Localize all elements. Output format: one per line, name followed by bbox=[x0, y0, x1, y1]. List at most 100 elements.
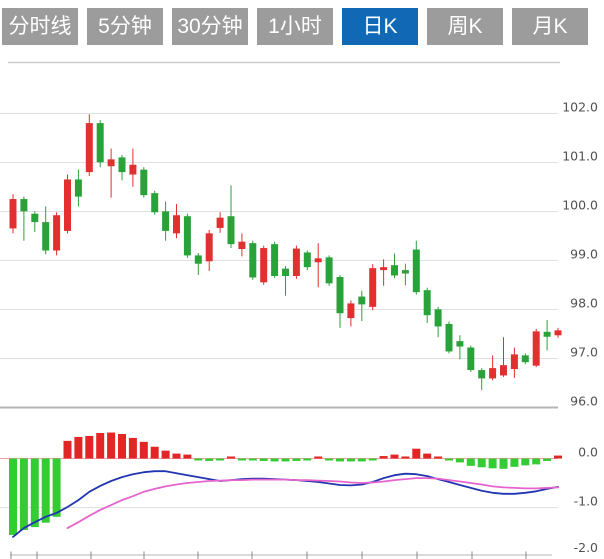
macd-bar-up bbox=[390, 454, 399, 459]
candle-down bbox=[20, 199, 28, 212]
price-axis: 102.0 101.0 100.0 99.0 98.0 97.0 96.0 bbox=[562, 99, 598, 408]
candle-up bbox=[369, 268, 377, 307]
candle-down bbox=[31, 213, 39, 223]
price-axis-label: 102.0 bbox=[562, 99, 598, 114]
macd-grid bbox=[0, 458, 558, 559]
macd-bar-down bbox=[248, 458, 257, 461]
candle-up bbox=[9, 199, 17, 229]
price-axis-label: 98.0 bbox=[570, 295, 598, 310]
tab-timeline[interactable]: 分时线 bbox=[2, 8, 78, 45]
macd-bar-up bbox=[150, 446, 159, 459]
macd-bar-down bbox=[510, 458, 519, 467]
macd-bar-down bbox=[543, 458, 552, 461]
candle-down bbox=[96, 123, 104, 163]
tab-5min[interactable]: 5分钟 bbox=[87, 8, 163, 45]
candle-down bbox=[478, 370, 486, 379]
macd-bar-up bbox=[227, 456, 235, 459]
macd-histogram bbox=[9, 432, 562, 535]
macd-bar-down bbox=[532, 458, 541, 465]
macd-bar-down bbox=[455, 458, 464, 463]
candle-up bbox=[380, 267, 388, 271]
macd-bar-down bbox=[205, 458, 214, 461]
macd-bar-down bbox=[357, 458, 366, 462]
candle-down bbox=[74, 179, 82, 197]
macd-bar-down bbox=[477, 458, 486, 468]
price-axis-label: 101.0 bbox=[562, 148, 598, 163]
candle-down bbox=[140, 169, 148, 196]
macd-bar-down bbox=[499, 458, 508, 469]
candle-down bbox=[271, 244, 279, 276]
macd-bar-up bbox=[139, 441, 148, 459]
candle-down bbox=[183, 216, 191, 256]
macd-bar-down bbox=[19, 458, 28, 531]
macd-bar-up bbox=[314, 456, 323, 459]
price-axis-label: 97.0 bbox=[570, 344, 598, 359]
candle-up bbox=[53, 215, 61, 251]
tab-daily-k[interactable]: 日K bbox=[342, 8, 418, 45]
candle-down bbox=[434, 309, 442, 327]
macd-bar-up bbox=[128, 437, 137, 459]
candle-down bbox=[423, 290, 431, 316]
candle-up bbox=[216, 217, 224, 228]
macd-bar-down bbox=[194, 458, 203, 461]
candle-up bbox=[554, 330, 562, 336]
macd-bar-down bbox=[292, 458, 301, 461]
dif-line bbox=[12, 470, 559, 538]
macd-bar-down bbox=[237, 458, 246, 461]
macd-bar-up bbox=[401, 456, 410, 459]
candle-down bbox=[42, 222, 50, 251]
macd-bar-down bbox=[9, 458, 17, 535]
candle-down bbox=[521, 355, 529, 363]
macd-bar-down bbox=[281, 458, 290, 462]
dea-line bbox=[66, 477, 559, 529]
macd-bar-up bbox=[183, 454, 192, 459]
macd-bar-down bbox=[368, 458, 377, 461]
macd-bar-down bbox=[41, 458, 50, 523]
candle-down bbox=[194, 255, 202, 264]
candle-up bbox=[292, 248, 300, 276]
candle-down bbox=[401, 270, 409, 274]
macd-bar-down bbox=[30, 458, 39, 528]
candle-down bbox=[467, 347, 475, 371]
candle-down bbox=[282, 268, 289, 276]
candle-down bbox=[358, 296, 366, 305]
candle-up bbox=[64, 179, 71, 231]
tab-1hour[interactable]: 1小时 bbox=[257, 8, 333, 45]
price-axis-label: 100.0 bbox=[562, 197, 598, 212]
macd-bar-down bbox=[259, 458, 268, 461]
macd-axis-label: -1.0 bbox=[574, 494, 598, 509]
candle-down bbox=[325, 257, 333, 284]
macd-bar-up bbox=[107, 432, 116, 459]
macd-bar-up bbox=[379, 456, 388, 459]
candle-up bbox=[205, 233, 213, 262]
candle-down bbox=[336, 276, 344, 314]
candle-up bbox=[173, 215, 180, 234]
macd-axis: 0.0 -1.0 -2.0 bbox=[574, 445, 598, 556]
macd-bar-up bbox=[434, 456, 443, 459]
candle-up bbox=[500, 365, 507, 376]
macd-bar-down bbox=[488, 458, 497, 469]
candle-down bbox=[543, 331, 551, 337]
tab-weekly-k[interactable]: 周K bbox=[427, 8, 503, 45]
candle-down bbox=[249, 243, 257, 278]
price-axis-label: 99.0 bbox=[570, 246, 598, 261]
candle-up bbox=[314, 258, 322, 263]
candle-up bbox=[532, 331, 540, 366]
macd-bar-down bbox=[303, 458, 312, 461]
tab-monthly-k[interactable]: 月K bbox=[512, 8, 588, 45]
macd-bar-up bbox=[63, 440, 72, 459]
candle-up bbox=[129, 164, 137, 175]
candle-down bbox=[118, 157, 126, 173]
tab-30min[interactable]: 30分钟 bbox=[172, 8, 248, 45]
macd-bar-down bbox=[216, 458, 225, 461]
macd-bar-down bbox=[270, 458, 279, 462]
price-axis-label: 96.0 bbox=[570, 393, 598, 408]
candle-down bbox=[151, 193, 159, 213]
macd-lines bbox=[12, 470, 559, 538]
macd-bar-up bbox=[412, 448, 421, 459]
candle-up bbox=[107, 159, 115, 167]
price-grid bbox=[0, 112, 558, 409]
macd-bar-up bbox=[423, 453, 432, 459]
